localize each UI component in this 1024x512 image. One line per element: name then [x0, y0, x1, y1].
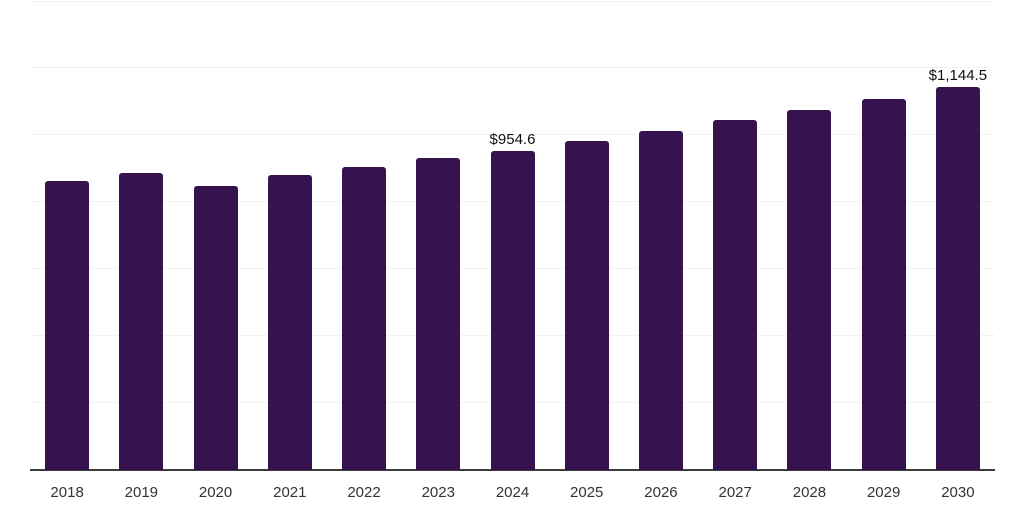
x-tick-label-2027: 2027 — [718, 484, 752, 501]
x-axis-line — [30, 469, 995, 471]
x-tick-label-2021: 2021 — [273, 484, 307, 501]
bar-2029 — [861, 98, 906, 470]
x-tick-label-2025: 2025 — [570, 484, 604, 501]
x-tick-label-2024: 2024 — [495, 484, 530, 501]
x-tick-label-2022: 2022 — [347, 484, 381, 501]
bar-2026 — [638, 130, 683, 470]
bar-2024 — [490, 150, 535, 470]
gridline — [30, 67, 995, 69]
x-tick-label-2020: 2020 — [198, 484, 233, 501]
bar-2025 — [564, 140, 609, 470]
x-tick-label-2023: 2023 — [421, 484, 455, 501]
bar-2028 — [787, 109, 832, 470]
x-tick-label-2018: 2018 — [50, 484, 84, 501]
bar-2019 — [119, 173, 164, 470]
x-tick-label-2030: 2030 — [941, 484, 975, 501]
bar-2018 — [45, 180, 90, 470]
bar-value-label-2030: $1,144.5 — [928, 67, 988, 84]
gridline — [30, 0, 995, 2]
bar-value-label-2024: $954.6 — [489, 130, 536, 148]
bar-2023 — [416, 158, 461, 470]
bar-2020 — [193, 185, 238, 470]
bar-2027 — [713, 120, 758, 470]
x-tick-label-2019: 2019 — [124, 484, 159, 501]
bar-2021 — [267, 175, 312, 470]
x-tick-label-2028: 2028 — [792, 484, 827, 501]
gridline — [30, 134, 995, 136]
x-tick-label-2029: 2029 — [866, 484, 901, 501]
x-tick-label-2026: 2026 — [644, 484, 678, 501]
bar-2030 — [935, 87, 980, 470]
bar-2022 — [342, 166, 387, 470]
